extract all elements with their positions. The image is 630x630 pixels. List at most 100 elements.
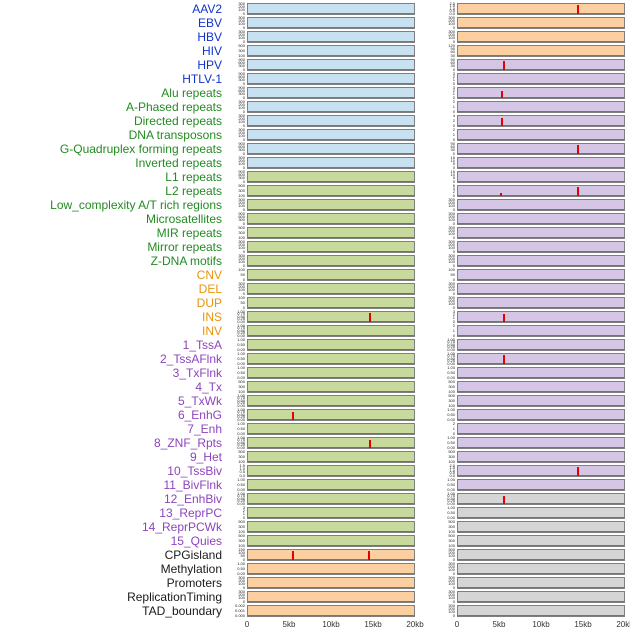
y-tick-label: 0 (242, 108, 245, 114)
track-row: 9_Het 500 300 100 500 300 100 (0, 449, 630, 464)
y-ticks-left: 900 600 300 0 (227, 85, 247, 99)
y-ticks-right: 300 200 100 0 (415, 561, 457, 575)
y-tick-label: 1.00 (237, 421, 245, 426)
spike-marker (369, 312, 371, 322)
zero-line (458, 573, 624, 574)
y-tick-label: 1.00 (237, 351, 245, 356)
track-row: CNV 100 50 0 100 50 0 (0, 267, 630, 282)
zero-line (458, 111, 624, 112)
zero-line (248, 223, 414, 224)
zero-line (248, 321, 414, 322)
y-tick-label: 300 (238, 281, 245, 286)
y-tick-label: 0 (452, 24, 455, 30)
panel-right (457, 353, 625, 365)
track-row: HPV 900 600 300 0 90 60 30 0 (0, 57, 630, 72)
y-tick-label: 100 (448, 402, 455, 408)
panel-left (247, 17, 415, 29)
zero-line (458, 349, 624, 350)
y-tick-label: 0 (452, 290, 455, 296)
y-tick-label: 0.75 (237, 311, 245, 317)
y-tick-label: 2.0 (449, 1, 455, 6)
y-tick-label: 0.50 (237, 369, 245, 375)
y-tick-label: 0 (242, 80, 245, 86)
track-label: Directed repeats (133, 114, 222, 128)
track-label: Alu repeats (161, 86, 222, 100)
track-label: Mirror repeats (147, 240, 222, 254)
y-ticks-right: 500 300 100 (415, 379, 457, 393)
y-tick-label: 90 (450, 141, 455, 146)
track-row: HIV 500 300 100 120 90 60 30 (0, 43, 630, 58)
y-ticks-left: 300 200 100 0 (227, 197, 247, 211)
track-row: 15_Quies 500 300 100 500 300 100 (0, 533, 630, 548)
y-tick-label: 100 (448, 217, 455, 223)
y-tick-label: 100 (448, 287, 455, 293)
y-tick-label: 10 (450, 172, 455, 178)
y-ticks-left: 100 50 0 (227, 295, 247, 309)
y-ticks-right: 15 10 5 0 (415, 169, 457, 183)
track-row: MIR repeats 500 300 100 300 200 100 0 (0, 225, 630, 240)
y-tick-label: 500 (238, 379, 245, 384)
y-tick-label: 60 (450, 144, 455, 150)
track-label: CNV (196, 268, 222, 282)
panel-right (457, 213, 625, 225)
y-tick-label: 2.0 (449, 463, 455, 468)
zero-line (458, 419, 624, 420)
y-tick-label: 0 (452, 248, 455, 254)
y-tick-label: 100 (238, 7, 245, 13)
y-tick-label: 100 (238, 458, 245, 464)
y-tick-label: 0.75 (237, 395, 245, 401)
spike-marker (500, 118, 503, 126)
panel-left (247, 87, 415, 99)
panel-right (457, 157, 625, 169)
panel-left (247, 297, 415, 309)
panel-right (457, 521, 625, 533)
y-ticks-left: 500 300 100 (227, 43, 247, 57)
track-label: INV (201, 324, 222, 338)
x-tick-label: 15kb (364, 620, 382, 629)
track-row: G-Quadruplex forming repeats 900 600 300 0 90… (0, 141, 630, 156)
y-tick-label: 15 (450, 169, 455, 174)
panel-right (457, 381, 625, 393)
y-tick-label: 0 (242, 276, 245, 282)
track-row: 11_BivFlnk 1.00 0.50 0.00 1.00 0.50 0.00 (0, 477, 630, 492)
y-ticks-left: 300 200 100 0 (227, 281, 247, 295)
y-tick-label: 200 (448, 298, 455, 304)
zero-line (248, 13, 414, 14)
y-tick-label: 100 (238, 234, 245, 240)
y-tick-label: 300 (238, 77, 245, 83)
track-label: DNA transposons (128, 128, 222, 142)
zero-line (248, 237, 414, 238)
y-tick-label: 0.75 (447, 493, 455, 499)
y-tick-label: 900 (238, 169, 245, 174)
track-row: Mirror repeats 300 200 100 0 300 200 100 0 (0, 239, 630, 254)
panel-left (247, 157, 415, 169)
track-label: HPV (197, 58, 222, 72)
y-tick-label: 30 (450, 63, 455, 69)
y-tick-label: 4 (452, 186, 455, 192)
panel-left (247, 185, 415, 197)
y-tick-label: 0.50 (237, 565, 245, 571)
y-tick-label: 0.00 (447, 514, 455, 520)
panel-right (457, 535, 625, 547)
zero-line (248, 69, 414, 70)
panel-left (247, 563, 415, 575)
y-ticks-left: 300 200 100 0 (227, 253, 247, 267)
y-tick-label: 500 (238, 183, 245, 188)
zero-line (248, 97, 414, 98)
y-tick-label: 10 (450, 158, 455, 164)
y-tick-label: 300 (448, 29, 455, 34)
zero-line (458, 601, 624, 602)
zero-line (458, 377, 624, 378)
y-tick-label: 500 (448, 533, 455, 538)
y-tick-label: 300 (238, 29, 245, 34)
panel-left (247, 45, 415, 57)
y-tick-label: 0.00 (237, 486, 245, 492)
y-tick-label: 300 (448, 589, 455, 594)
y-tick-label: 100 (448, 21, 455, 27)
y-tick-label: 100 (448, 567, 455, 573)
y-tick-label: 600 (238, 214, 245, 220)
y-ticks-right: 1.00 0.50 0.00 (415, 477, 457, 491)
y-ticks-left: 300 200 100 0 (227, 99, 247, 114)
